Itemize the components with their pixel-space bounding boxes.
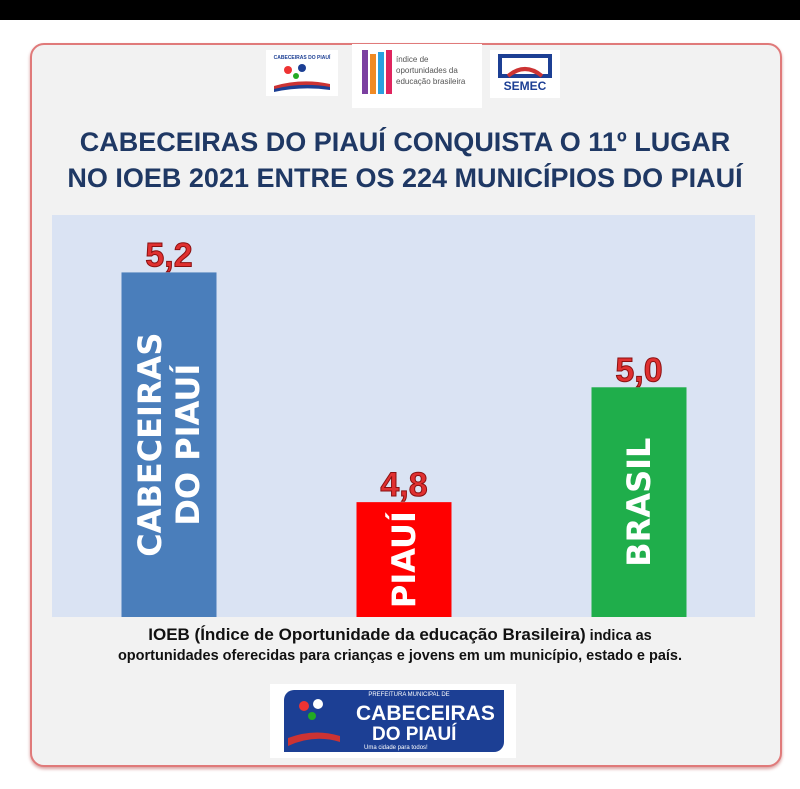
svg-text:índice de: índice de: [396, 55, 429, 64]
footer-logo-line2: DO PIAUÍ: [372, 724, 457, 745]
semec-logo: SEMEC: [490, 50, 560, 98]
value-label: 5,0: [615, 351, 662, 389]
top-bar: [0, 0, 800, 20]
category-label: PIAUÍ: [385, 511, 423, 608]
cabeceiras-logo-small: CABECEIRAS DO PIAUÍ: [266, 50, 338, 96]
bar: [591, 387, 687, 617]
note-rest: indica as: [585, 628, 652, 644]
category-label: DO PIAUÍ: [169, 364, 207, 526]
footer-logo-tagline: Uma cidade para todos!: [364, 745, 428, 751]
ioeb-logo: índice de oportunidades da educação bras…: [352, 44, 482, 108]
footer-logo-top: PREFEITURA MUNICIPAL DE: [368, 692, 450, 698]
value-label: 5,2: [145, 236, 192, 274]
svg-text:SEMEC: SEMEC: [504, 79, 547, 93]
category-label: CABECEIRAS: [131, 333, 169, 557]
page-title: CABECEIRAS DO PIAUÍ CONQUISTA O 11º LUGA…: [30, 124, 780, 196]
title-line-2: NO IOEB 2021 ENTRE OS 224 MUNICÍPIOS DO …: [67, 163, 743, 193]
svg-text:educação brasileira: educação brasileira: [396, 77, 466, 86]
ioeb-note: IOEB (Índice de Oportunidade da educação…: [40, 625, 760, 666]
category-label: BRASIL: [620, 438, 658, 567]
note-bold: IOEB (Índice de Oportunidade da educação…: [148, 625, 586, 644]
title-line-1: CABECEIRAS DO PIAUÍ CONQUISTA O 11º LUGA…: [79, 127, 731, 157]
bar: [121, 272, 217, 617]
note-line-2: oportunidades oferecidas para crianças e…: [117, 648, 683, 664]
bar-chart: 5,2 CABECEIRAS DO PIAUÍ 4,8 PIAUÍ 5,0 BRASIL: [121, 236, 687, 617]
svg-text:oportunidades da: oportunidades da: [396, 66, 458, 75]
value-label: 4,8: [380, 466, 427, 504]
cabeceiras-logo-large: PREFEITURA MUNICIPAL DE CABECEIRAS DO PI…: [270, 684, 516, 758]
footer-logo-line1: CABECEIRAS: [356, 702, 495, 725]
people-icon: [288, 699, 340, 746]
bar: [356, 502, 452, 617]
svg-text:CABECEIRAS DO PIAUÍ: CABECEIRAS DO PIAUÍ: [274, 53, 331, 61]
